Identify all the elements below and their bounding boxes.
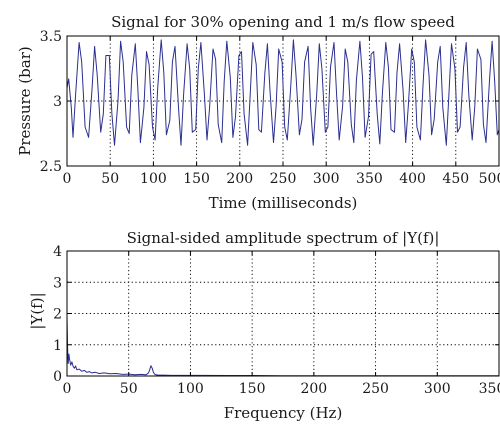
time-xtick-label: 450 bbox=[442, 171, 469, 187]
time-xtick-label: 50 bbox=[101, 171, 119, 187]
time-signal-panel: Signal for 30% opening and 1 m/s flow sp… bbox=[16, 13, 500, 212]
spectrum-xtick-label: 250 bbox=[362, 381, 389, 397]
spectrum-xtick-label: 0 bbox=[63, 381, 72, 397]
spectrum-ytick-label: 0 bbox=[53, 369, 62, 385]
time-xtick-label: 400 bbox=[399, 171, 426, 187]
spectrum-xtick-label: 50 bbox=[120, 381, 138, 397]
time-xtick-label: 0 bbox=[63, 171, 72, 187]
time-xtick-label: 250 bbox=[270, 171, 297, 187]
spectrum-ytick-label: 4 bbox=[53, 244, 62, 260]
time-xtick-label: 500 bbox=[479, 171, 500, 187]
spectrum-xtick-label: 300 bbox=[424, 381, 451, 397]
time-xtick-label: 350 bbox=[356, 171, 383, 187]
time-ytick-label: 2.5 bbox=[40, 159, 62, 175]
time-xtick-label: 200 bbox=[226, 171, 253, 187]
spectrum-xtick-label: 350 bbox=[479, 381, 500, 397]
spectrum-xtick-label: 100 bbox=[177, 381, 204, 397]
spectrum-magnitude-axis-label: |Y(f)| bbox=[28, 292, 46, 329]
spectrum-ytick-label: 1 bbox=[53, 338, 62, 354]
frequency-axis-label: Frequency (Hz) bbox=[224, 404, 343, 422]
spectrum-xtick-label: 200 bbox=[300, 381, 327, 397]
time-xtick-label: 300 bbox=[313, 171, 340, 187]
time-axis-label: Time (milliseconds) bbox=[209, 194, 358, 212]
time-signal-title: Signal for 30% opening and 1 m/s flow sp… bbox=[111, 13, 455, 31]
spectrum-title: Signal-sided amplitude spectrum of |Y(f)… bbox=[127, 229, 440, 247]
spectrum-xtick-label: 150 bbox=[239, 381, 266, 397]
spectrum-ytick-label: 2 bbox=[53, 307, 62, 323]
pressure-axis-label: Pressure (bar) bbox=[16, 46, 34, 155]
time-xtick-label: 100 bbox=[140, 171, 167, 187]
spectrum-panel: Signal-sided amplitude spectrum of |Y(f)… bbox=[28, 229, 500, 422]
pressure-series-line bbox=[66, 39, 500, 146]
spectrum-ytick-label: 3 bbox=[53, 275, 62, 291]
spectrum-series-line bbox=[66, 316, 499, 377]
time-ytick-label: 3 bbox=[53, 94, 62, 110]
time-xtick-label: 150 bbox=[183, 171, 210, 187]
time-ytick-label: 3.5 bbox=[40, 29, 62, 45]
